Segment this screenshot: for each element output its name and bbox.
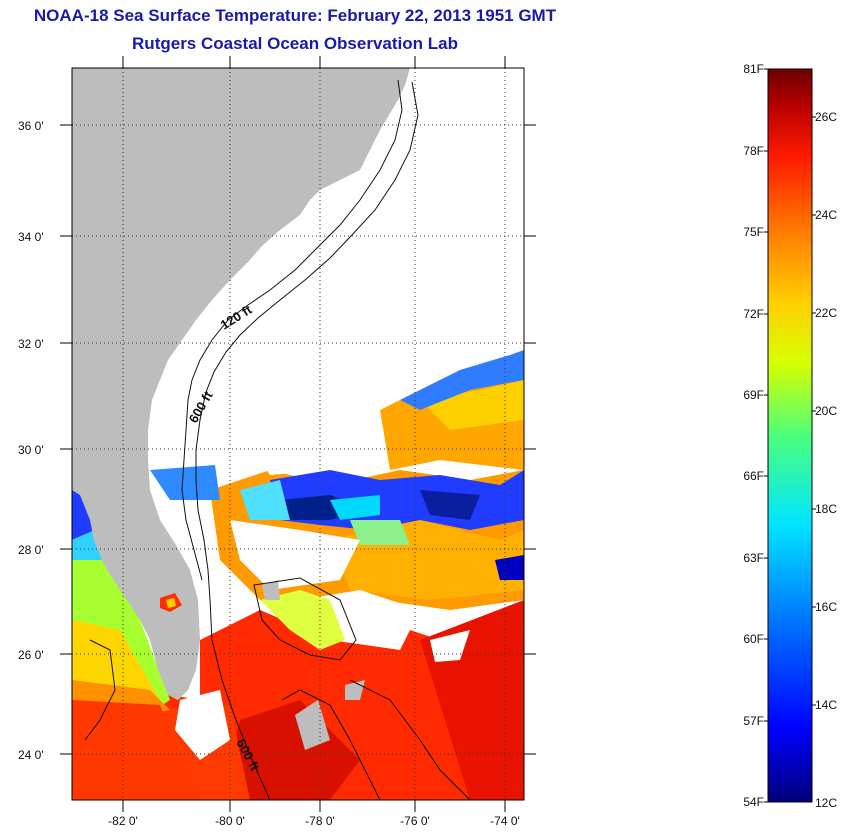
colorbar-label-60f: 60F	[743, 632, 764, 646]
contour-120ft	[181, 79, 403, 581]
colorbar-scale	[767, 68, 813, 803]
colorbar-label-20c: 20C	[815, 404, 838, 418]
us-landmass	[72, 68, 398, 700]
colorbar-label-66f: 66F	[743, 469, 764, 483]
map-frame	[71, 67, 525, 801]
colorbar-label-54f: 54F	[743, 795, 764, 809]
lon-label-82: -82 0'	[108, 814, 138, 828]
colorbar-label-22c: 22C	[815, 306, 838, 320]
map-title: NOAA-18 Sea Surface Temperature: Februar…	[33, 6, 557, 25]
lat-label-32: 32 0'	[18, 337, 44, 351]
lat-label-24: 24 0'	[18, 748, 44, 762]
colorbar-label-16c: 16C	[815, 600, 838, 614]
lon-label-74: -74 0'	[490, 814, 520, 828]
colorbar-label-78f: 78F	[743, 144, 764, 158]
frame-ticks	[60, 56, 536, 812]
lon-label-80: -80 0'	[215, 814, 245, 828]
colorbar-label-69f: 69F	[743, 388, 764, 402]
contour-600ft	[195, 81, 419, 801]
lat-label-36: 36 0'	[18, 119, 44, 133]
colorbar-label-57f: 57F	[743, 714, 764, 728]
map-subtitle: Rutgers Coastal Ocean Observation Lab	[132, 34, 458, 53]
colorbar-label-75f: 75F	[743, 225, 764, 239]
lat-label-34: 34 0'	[18, 230, 44, 244]
colorbar-label-14c: 14C	[815, 698, 838, 712]
lon-label-76: -76 0'	[400, 814, 430, 828]
lat-label-28: 28 0'	[18, 543, 44, 557]
lat-label-26: 26 0'	[18, 648, 44, 662]
colorbar-label-24c: 24C	[815, 208, 838, 222]
bahamas-bank	[260, 590, 345, 650]
colorbar-label-63f: 63F	[743, 551, 764, 565]
colorbar-label-72f: 72F	[743, 307, 764, 321]
colorbar-ticks	[764, 68, 816, 803]
lat-label-30: 30 0'	[18, 443, 44, 457]
depth-contours	[84, 79, 471, 801]
colorbar-label-26c: 26C	[815, 110, 838, 124]
graticule	[72, 68, 524, 800]
lon-label-78: -78 0'	[305, 814, 335, 828]
colorbar-label-18c: 18C	[815, 502, 838, 516]
colorbar-label-81f: 81F	[743, 62, 764, 76]
colorbar-label-12c: 12C	[815, 796, 838, 810]
